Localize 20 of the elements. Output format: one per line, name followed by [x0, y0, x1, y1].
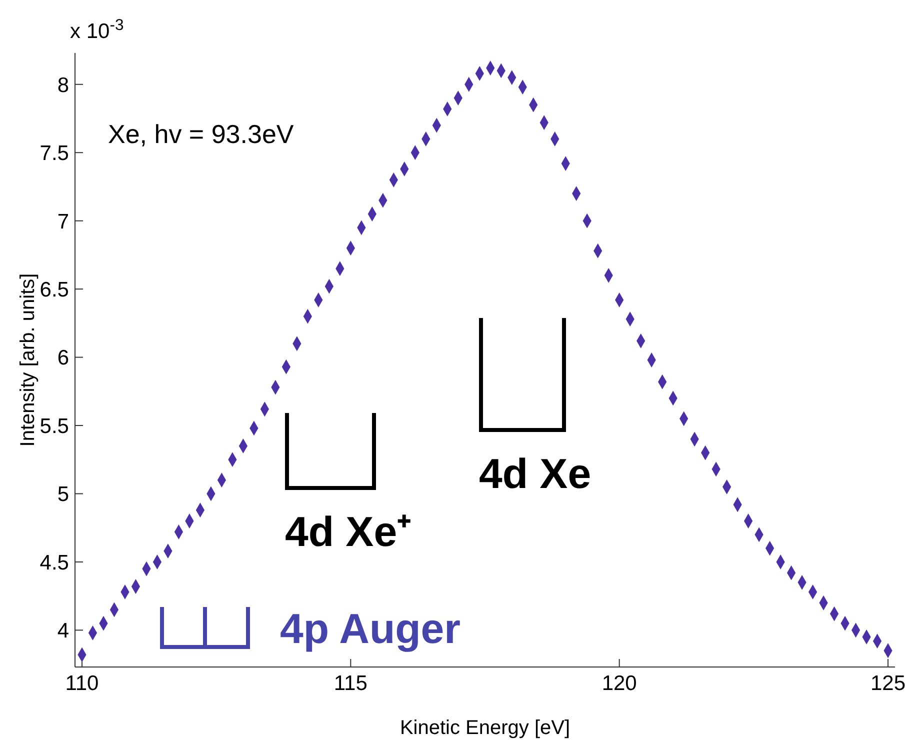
- x-tick-label: 110: [65, 672, 99, 695]
- annotation: Xe, hv = 93.3eV: [108, 119, 294, 149]
- x-tick-label: 115: [334, 672, 368, 695]
- y-axis-title: Intensity [arb. units]: [17, 273, 40, 447]
- y-tick-label: 4: [57, 620, 70, 643]
- y-tick-label: 7.5: [40, 142, 69, 166]
- x-tick-label: 120: [602, 672, 637, 695]
- y-tick-label: 6: [57, 346, 69, 370]
- x-tick-label: 125: [870, 672, 905, 695]
- x-axis-title: Kinetic Energy [eV]: [400, 717, 570, 739]
- text: x 10$^{-3}$: [70, 16, 124, 43]
- y-tick-label: 5.5: [40, 414, 69, 438]
- annotation: 4d Xe: [479, 450, 592, 497]
- y-tick-label: 5: [57, 483, 69, 506]
- y-tick-label: 7: [57, 210, 69, 234]
- y-tick-label: 6.5: [40, 278, 69, 302]
- y-tick-label: 4.5: [40, 551, 69, 574]
- annotation: 4p Auger: [280, 605, 460, 652]
- annotation: 4d Xe⁺: [285, 508, 412, 555]
- y-tick-label: 8: [57, 74, 69, 97]
